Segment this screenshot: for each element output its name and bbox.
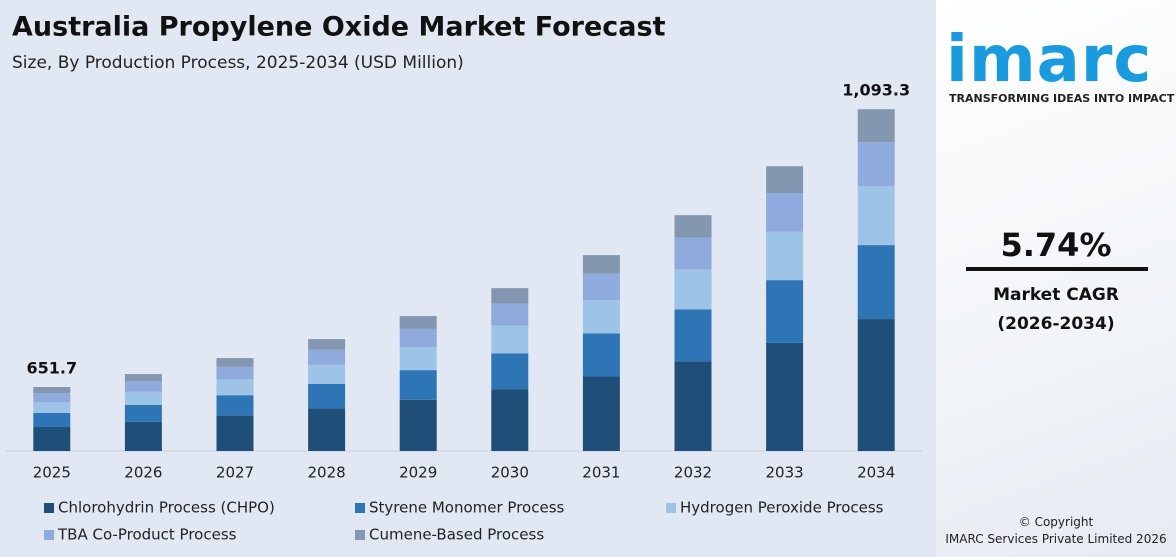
chart: Australia Propylene Oxide Market Forecas… — [6, 12, 922, 544]
bar-segment — [308, 408, 346, 451]
logo: imarc — [946, 23, 1153, 97]
bar-segment — [33, 413, 71, 427]
legend-label: Cumene-Based Process — [369, 526, 544, 544]
bar-segment — [491, 389, 529, 451]
bar-segment — [766, 280, 804, 343]
bar-segment — [674, 269, 712, 310]
legend-label: Chlorohydrin Process (CHPO) — [58, 499, 275, 517]
legend-label: Hydrogen Peroxide Process — [680, 499, 884, 517]
bar-segment — [216, 379, 254, 396]
total-label: 1,093.3 — [842, 81, 910, 100]
bar-segment — [399, 399, 437, 451]
bar-segment — [857, 109, 895, 143]
divider — [966, 267, 1148, 271]
legend-swatch — [44, 530, 54, 540]
chart-subtitle: Size, By Production Process, 2025-2034 (… — [12, 53, 464, 73]
bar-segment — [491, 303, 529, 326]
bar-segment — [857, 245, 895, 320]
bar-segment — [124, 391, 162, 405]
x-tick-label: 2029 — [399, 464, 437, 482]
bar-segment — [766, 231, 804, 281]
bar-segment — [582, 255, 620, 274]
bar-segment — [582, 300, 620, 334]
bar-segment — [124, 381, 162, 392]
company: IMARC Services Private Limited 2026 — [945, 532, 1167, 546]
bar-segment — [766, 166, 804, 194]
x-tick-label: 2025 — [33, 464, 71, 482]
bar-segment — [33, 392, 71, 402]
x-tick-label: 2033 — [766, 464, 804, 482]
bar-segment — [124, 374, 162, 382]
bar-segment — [399, 347, 437, 371]
legend-swatch — [666, 503, 676, 513]
bar-segment — [766, 193, 804, 232]
bar-segment — [582, 333, 620, 377]
bar-segment — [216, 366, 254, 380]
bar-segment — [308, 383, 346, 409]
bar-segment — [857, 186, 895, 246]
bar-segment — [216, 395, 254, 416]
bar-segment — [491, 288, 529, 304]
bar-segment — [308, 364, 346, 384]
legend-swatch — [44, 503, 54, 513]
x-tick-label: 2026 — [124, 464, 162, 482]
bar-segment — [674, 215, 712, 238]
bar-segment — [33, 426, 71, 451]
bar-segment — [491, 353, 529, 390]
legend-label: Styrene Monomer Process — [369, 499, 565, 517]
bar-segment — [399, 328, 437, 348]
x-tick-label: 2034 — [857, 464, 895, 482]
bar-segment — [33, 387, 71, 393]
cagr: 5.74% — [1000, 226, 1112, 264]
bar-segment — [491, 325, 529, 354]
x-tick-label: 2027 — [216, 464, 254, 482]
bar-segment — [33, 401, 71, 414]
bar-segment — [124, 404, 162, 422]
cagr-period: (2026-2034) — [997, 314, 1115, 334]
bar-segment — [857, 319, 895, 451]
bar-segment — [674, 361, 712, 451]
bar-segment — [308, 339, 346, 350]
legend-label: TBA Co-Product Process — [57, 526, 237, 544]
x-tick-label: 2028 — [308, 464, 346, 482]
legend-swatch — [355, 530, 365, 540]
bar-segment — [857, 142, 895, 187]
chart-title: Australia Propylene Oxide Market Forecas… — [12, 12, 666, 43]
x-tick-label: 2030 — [491, 464, 529, 482]
bar-segment — [674, 237, 712, 270]
bar-segment — [216, 415, 254, 451]
bar-segment — [766, 342, 804, 451]
x-tick-label: 2032 — [674, 464, 712, 482]
bar-segment — [582, 376, 620, 451]
total-label: 651.7 — [26, 359, 77, 378]
tagline: TRANSFORMING IDEAS INTO IMPACT — [949, 92, 1175, 105]
bar-segment — [399, 316, 437, 329]
bar-segment — [399, 370, 437, 400]
bar-segment — [216, 358, 254, 367]
bar-segment — [674, 309, 712, 362]
cagr-label: Market CAGR — [993, 285, 1119, 305]
bar-segment — [124, 421, 162, 451]
copyright: © Copyright — [1018, 515, 1094, 529]
bar-segment — [582, 273, 620, 301]
bar-segment — [308, 349, 346, 365]
sidebar: imarc TRANSFORMING IDEAS INTO IMPACT 5.7… — [936, 0, 1176, 557]
legend-swatch — [355, 503, 365, 513]
x-tick-label: 2031 — [582, 464, 620, 482]
